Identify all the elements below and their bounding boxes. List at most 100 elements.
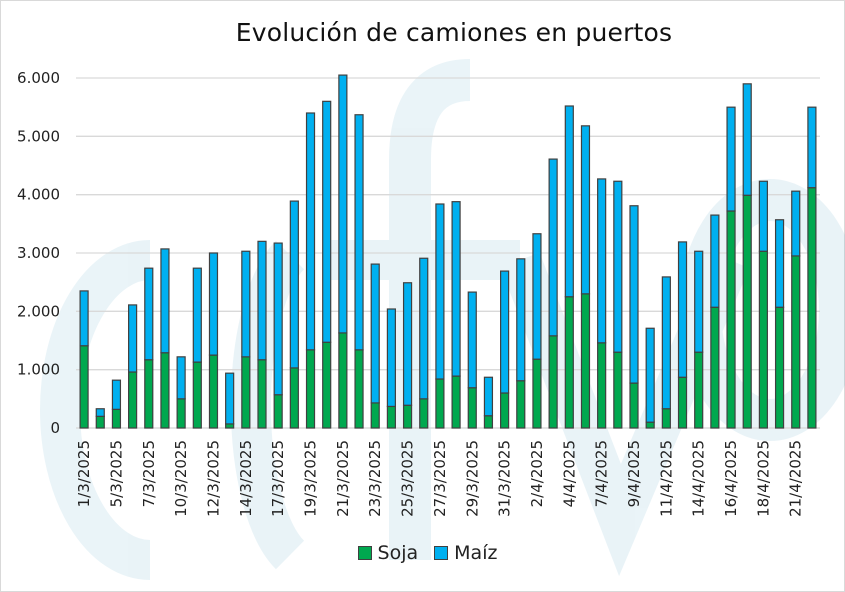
bar-maiz	[144, 267, 154, 361]
bar-maiz	[564, 105, 574, 298]
bar-maiz	[338, 74, 348, 334]
bar-maiz	[807, 106, 817, 189]
bar-maiz	[273, 242, 283, 396]
bar-maiz	[419, 257, 429, 400]
bar-soja	[791, 255, 801, 429]
bar-maiz	[791, 190, 801, 257]
bar-maiz	[322, 100, 332, 343]
bar-maiz	[677, 241, 688, 378]
bar-soja	[483, 415, 494, 429]
x-tick-label: 7/3/2025	[140, 440, 158, 507]
x-tick-label: 2/4/2025	[528, 440, 546, 507]
bar-soja	[160, 352, 170, 429]
x-tick-label: 16/4/2025	[722, 440, 740, 517]
x-tick-label: 19/3/2025	[302, 440, 320, 517]
bar-soja	[694, 351, 704, 429]
bar-soja	[532, 358, 542, 429]
bar-maiz	[435, 203, 445, 380]
x-tick-label: 23/3/2025	[366, 440, 384, 517]
bars	[79, 74, 817, 429]
bar-soja	[548, 335, 558, 429]
bar-maiz	[451, 201, 461, 377]
bar-soja	[516, 380, 526, 429]
bar-soja	[386, 405, 396, 429]
y-tick-label: 3.000	[17, 244, 60, 262]
bar-soja	[774, 306, 785, 429]
bar-maiz	[192, 267, 202, 363]
bar-maiz	[580, 125, 591, 295]
bar-soja	[241, 356, 251, 429]
bar-maiz	[516, 258, 526, 382]
x-tick-label: 9/4/2025	[625, 440, 643, 507]
bar-soja	[95, 415, 105, 429]
x-tick-label: 21/4/2025	[787, 440, 805, 517]
x-tick-label: 27/3/2025	[431, 440, 449, 517]
bar-soja	[710, 306, 720, 429]
legend-swatch-maiz	[434, 546, 449, 560]
bar-soja	[467, 387, 477, 429]
bar-soja	[807, 187, 817, 429]
bar-soja	[208, 354, 219, 429]
bar-soja	[338, 332, 348, 429]
bar-maiz	[597, 178, 607, 344]
bar-maiz	[386, 308, 396, 408]
x-tick-label: 11/4/2025	[657, 440, 675, 517]
bar-soja	[500, 392, 510, 429]
legend-item-maiz: Maíz	[434, 542, 497, 564]
y-tick-label: 4.000	[17, 186, 60, 204]
bar-soja	[322, 341, 332, 429]
bar-soja	[580, 293, 591, 429]
bar-soja	[742, 194, 752, 429]
legend: Soja Maíz	[0, 542, 845, 564]
x-tick-label: 5/3/2025	[107, 440, 125, 507]
bar-soja	[661, 408, 671, 429]
bar-maiz	[208, 252, 219, 356]
y-tick-label: 0	[50, 419, 60, 437]
bar-maiz	[289, 200, 299, 369]
bar-maiz	[758, 180, 768, 252]
bar-soja	[597, 342, 607, 429]
bar-soja	[79, 345, 89, 429]
bar-maiz	[500, 270, 510, 394]
bar-soja	[257, 359, 267, 429]
x-tick-label: 1/3/2025	[75, 440, 93, 507]
bar-soja	[289, 367, 299, 429]
bar-soja	[305, 349, 316, 429]
bar-maiz	[257, 240, 267, 361]
y-tick-label: 1.000	[17, 361, 60, 379]
bar-maiz	[160, 248, 170, 354]
bar-maiz	[532, 233, 542, 360]
bar-soja	[144, 359, 154, 429]
bar-soja	[111, 408, 122, 429]
x-axis-ticks: 1/3/2025 5/3/2025 7/3/2025 10/3/2025 12/3/20…	[75, 440, 805, 517]
bar-soja	[128, 371, 138, 429]
bar-soja	[613, 351, 623, 429]
x-tick-label: 12/3/2025	[204, 440, 222, 517]
x-tick-label: 18/4/2025	[754, 440, 772, 517]
bar-maiz	[128, 304, 138, 373]
x-tick-label: 14/3/2025	[237, 440, 255, 517]
bar-soja	[273, 394, 283, 429]
bar-maiz	[305, 112, 316, 351]
x-tick-label: 29/3/2025	[463, 440, 481, 517]
bar-maiz	[402, 282, 413, 406]
bar-maiz	[742, 83, 752, 196]
bar-soja	[402, 404, 413, 429]
legend-label-maiz: Maíz	[454, 542, 498, 564]
bar-maiz	[661, 276, 671, 410]
bar-soja	[629, 382, 639, 429]
bar-maiz	[241, 250, 251, 358]
bar-soja	[225, 423, 235, 429]
bar-maiz	[79, 290, 89, 347]
bar-maiz	[774, 219, 785, 308]
y-axis-ticks: 0 1.000 2.000 3.000 4.000 5.000 6.000	[17, 69, 60, 437]
y-tick-label: 5.000	[17, 127, 60, 145]
legend-label-soja: Soja	[377, 542, 419, 564]
bar-soja	[435, 378, 445, 429]
bar-maiz	[354, 114, 364, 351]
x-tick-label: 7/4/2025	[593, 440, 611, 507]
legend-item-soja: Soja	[357, 542, 419, 564]
bar-maiz	[370, 263, 380, 404]
bar-maiz	[629, 205, 639, 384]
bar-maiz	[176, 356, 186, 400]
